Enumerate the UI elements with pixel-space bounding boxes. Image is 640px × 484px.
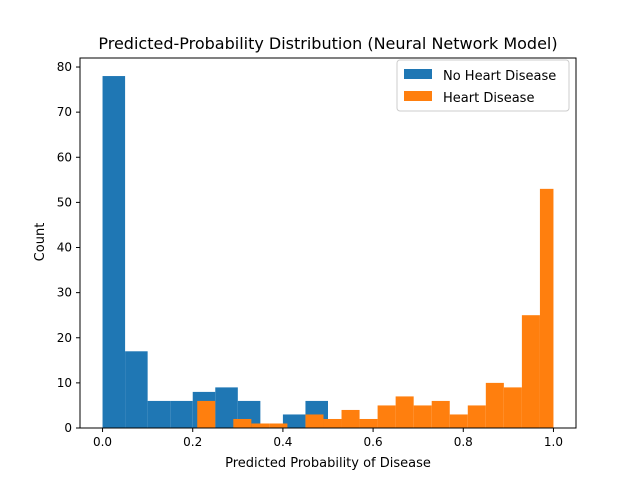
chart-title: Predicted-Probability Distribution (Neur… (98, 34, 557, 53)
legend-swatch-no-heart-disease (404, 69, 432, 79)
histogram-bar (282, 414, 306, 428)
histogram-bar (197, 400, 216, 428)
plot-frame (79, 57, 577, 429)
x-tick-label: 1.0 (544, 435, 563, 449)
bars-layer (102, 76, 554, 429)
y-tick-label: 70 (57, 105, 72, 119)
y-axis-ticks: 0 10 20 30 40 50 60 70 80 (57, 60, 80, 435)
legend-box (396, 59, 570, 112)
x-tick-label: 0.0 (93, 435, 112, 449)
legend-label-heart-disease: Heart Disease (443, 91, 534, 106)
histogram-bar (125, 351, 148, 428)
y-tick-label: 20 (57, 331, 72, 345)
histogram-bar (269, 423, 288, 428)
y-tick-label: 60 (57, 150, 72, 164)
histogram-bar (377, 405, 396, 428)
histogram-bar (539, 188, 554, 428)
histogram-bar (251, 423, 270, 428)
histogram-bar (215, 387, 238, 428)
histogram-bar (233, 418, 252, 428)
y-tick-label: 40 (57, 241, 72, 255)
histogram-bar (323, 418, 342, 428)
legend-swatch-heart-disease (404, 91, 432, 101)
histogram-bar (341, 409, 360, 428)
x-axis-label: Predicted Probability of Disease (225, 456, 431, 471)
histogram-bar (485, 382, 504, 428)
x-tick-label: 0.8 (454, 435, 473, 449)
histogram-bar (431, 400, 450, 428)
x-tick-label: 0.4 (273, 435, 292, 449)
histogram-bar (413, 405, 432, 428)
histogram-bar (395, 396, 414, 428)
histogram-bar (467, 405, 486, 428)
histogram-bar (503, 387, 522, 428)
y-tick-label: 30 (57, 286, 72, 300)
histogram-bar (147, 400, 171, 428)
x-tick-label: 0.6 (364, 435, 383, 449)
y-tick-label: 80 (57, 60, 72, 74)
histogram-bar (359, 418, 378, 428)
y-axis-label: Count (33, 223, 48, 262)
x-tick-label: 0.2 (183, 435, 202, 449)
x-axis-ticks: 0.0 0.2 0.4 0.6 0.8 1.0 (93, 428, 563, 449)
histogram-bar (521, 315, 540, 428)
histogram-bar (449, 414, 468, 428)
y-tick-label: 10 (57, 376, 72, 390)
y-tick-label: 0 (64, 421, 72, 435)
histogram-bar (102, 76, 126, 429)
histogram-bar (170, 400, 193, 428)
y-tick-label: 50 (57, 195, 72, 209)
legend-label-no-heart-disease: No Heart Disease (443, 69, 556, 84)
legend: No Heart Disease Heart Disease (396, 59, 570, 112)
histogram-bar (305, 414, 324, 428)
